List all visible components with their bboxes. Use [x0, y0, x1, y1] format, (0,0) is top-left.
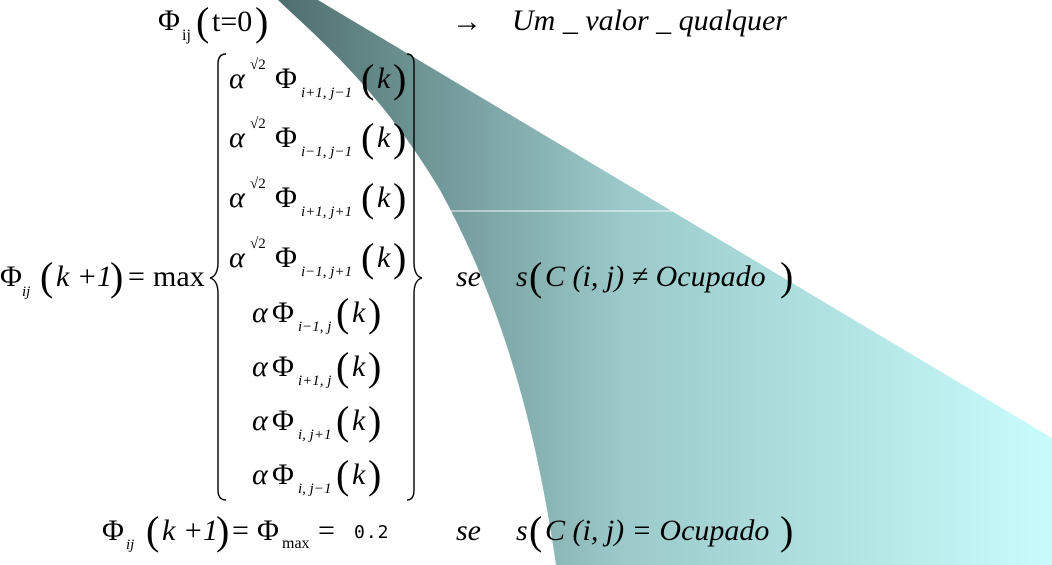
occ-se: se	[456, 514, 481, 547]
main-cond-lparen: (	[529, 254, 543, 299]
row-alpha: α	[229, 181, 245, 214]
right-bracket-lower	[406, 277, 423, 501]
arrow-icon: →	[452, 5, 482, 38]
init-subscript: ij	[182, 27, 191, 44]
main-se: se	[456, 260, 481, 293]
row-phi: Φ	[275, 121, 297, 154]
init-rparen: )	[255, 0, 269, 44]
row-alpha: α	[229, 121, 245, 154]
row-phi: Φ	[275, 241, 297, 274]
row-alpha: α	[229, 241, 245, 274]
row-subscript: i+1, j+1	[301, 204, 353, 220]
row-phi: Φ	[272, 404, 294, 437]
init-arg: t=0	[212, 5, 253, 38]
occ-phi: Φ	[257, 514, 279, 547]
row-power: √2	[250, 176, 266, 192]
occ-value: 0.2	[354, 522, 390, 543]
row-arg: k	[377, 121, 391, 154]
occ-cond-lparen: (	[529, 508, 543, 553]
occ-lhs-phi: Φ	[102, 514, 124, 547]
row-lparen: (	[361, 115, 375, 160]
occ-lhs-arg: k +1	[162, 514, 219, 547]
occ-lhs-lparen: (	[146, 508, 160, 553]
left-brace	[209, 53, 227, 501]
row-phi: Φ	[272, 296, 294, 329]
main-lhs-phi: Φ	[0, 260, 22, 293]
row-alpha: α	[252, 458, 268, 491]
main-lhs-rparen: )	[110, 254, 124, 299]
init-phi: Φ	[158, 4, 180, 37]
row-subscript: i−1, j−1	[301, 144, 353, 160]
max-operator: max	[153, 260, 205, 293]
row-alpha: α	[252, 296, 268, 329]
row-arg: k	[352, 404, 366, 437]
row-rparen: )	[368, 290, 382, 335]
row-arg: k	[377, 181, 391, 214]
row-rparen: )	[368, 344, 382, 389]
row-lparen: (	[336, 452, 350, 497]
row-power: √2	[250, 116, 266, 132]
main-lhs-lparen: (	[40, 254, 54, 299]
row-subscript: i+1, j−1	[301, 85, 353, 101]
swoosh-shape	[278, 0, 1052, 565]
main-equals: =	[128, 260, 145, 293]
init-lparen: (	[196, 0, 210, 44]
row-rparen: )	[368, 452, 382, 497]
row-rparen: )	[368, 398, 382, 443]
row-subscript: i, j+1	[298, 427, 332, 443]
row-lparen: (	[361, 235, 375, 280]
init-value-text: Um _ valor _ qualquer	[512, 4, 787, 37]
row-subscript: i+1, j	[298, 373, 332, 389]
occ-lhs-rparen: )	[216, 508, 230, 553]
main-cond-inner: C (i, j) ≠ Ocupado	[545, 260, 766, 293]
row-arg: k	[377, 241, 391, 274]
row-arg: k	[352, 350, 366, 383]
row-power: √2	[250, 57, 266, 73]
row-rparen: )	[393, 115, 407, 160]
occ-lhs-subscript: ij	[126, 537, 135, 553]
row-alpha: α	[252, 404, 268, 437]
row-alpha: α	[229, 62, 245, 95]
occ-equals2: =	[318, 514, 335, 547]
occ-cond-s: s	[516, 514, 528, 547]
row-arg: k	[352, 296, 366, 329]
row-phi: Φ	[275, 181, 297, 214]
row-rparen: )	[393, 56, 407, 101]
row-lparen: (	[336, 398, 350, 443]
row-phi: Φ	[272, 350, 294, 383]
occ-equals: =	[232, 514, 249, 547]
row-subscript: i−1, j+1	[301, 264, 353, 280]
row-phi: Φ	[275, 62, 297, 95]
row-lparen: (	[336, 290, 350, 335]
main-lhs-arg: k +1	[56, 260, 113, 293]
row-lparen: (	[361, 175, 375, 220]
row-subscript: i−1, j	[298, 319, 332, 335]
row-rparen: )	[393, 175, 407, 220]
row-lparen: (	[361, 56, 375, 101]
right-bracket-upper	[406, 53, 423, 279]
row-phi: Φ	[272, 458, 294, 491]
row-arg: k	[352, 458, 366, 491]
occ-cond-inner: C (i, j) = Ocupado	[545, 514, 770, 547]
row-subscript: i, j−1	[298, 481, 332, 497]
row-alpha: α	[252, 350, 268, 383]
row-lparen: (	[336, 344, 350, 389]
row-arg: k	[377, 62, 391, 95]
row-power: √2	[250, 236, 266, 252]
main-lhs-subscript: ij	[22, 284, 31, 300]
row-rparen: )	[393, 235, 407, 280]
main-cond-s: s	[516, 260, 528, 293]
main-cond-rparen: )	[780, 254, 794, 299]
occ-max-subscript: max	[282, 535, 310, 552]
occ-cond-rparen: )	[780, 508, 794, 553]
